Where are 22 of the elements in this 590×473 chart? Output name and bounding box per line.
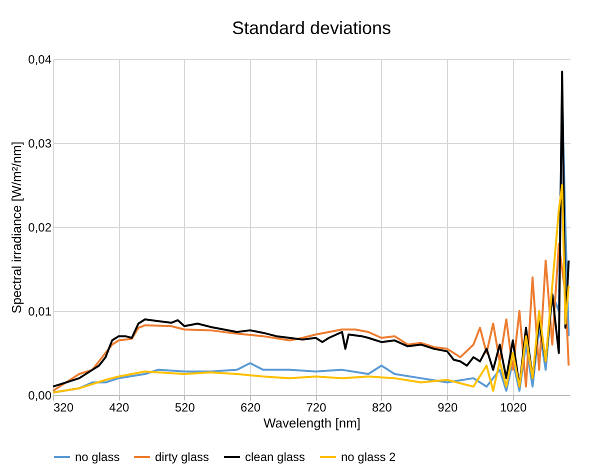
legend-label: no glass bbox=[75, 450, 120, 464]
y-tick-label: 0,00 bbox=[28, 388, 52, 402]
chart-title: Standard deviations bbox=[232, 18, 392, 38]
y-axis-title: Spectral irradiance [W/m²/nm] bbox=[9, 142, 24, 314]
x-tick-label: 820 bbox=[372, 400, 392, 414]
x-tick-label: 720 bbox=[306, 400, 327, 414]
y-tick-label: 0,04 bbox=[28, 52, 52, 66]
x-tick-label: 520 bbox=[174, 400, 196, 414]
x-axis-title: Wavelength [nm] bbox=[263, 416, 361, 430]
y-tick-label: 0,01 bbox=[28, 304, 52, 318]
legend-label: no glass 2 bbox=[341, 450, 396, 464]
line-series bbox=[52, 242, 570, 392]
legend-label: dirty glass bbox=[155, 450, 210, 464]
line-series bbox=[52, 184, 570, 394]
y-tick-label: 0,03 bbox=[28, 136, 52, 150]
x-tick-label: 620 bbox=[240, 400, 261, 414]
x-tick-label: 320 bbox=[54, 400, 74, 414]
x-tick-label: 420 bbox=[109, 400, 130, 414]
legend-label: clean glass bbox=[245, 450, 306, 464]
y-tick-label: 0,02 bbox=[28, 220, 52, 234]
x-tick-label: 1020 bbox=[500, 400, 528, 414]
x-tick-label: 920 bbox=[438, 400, 458, 414]
